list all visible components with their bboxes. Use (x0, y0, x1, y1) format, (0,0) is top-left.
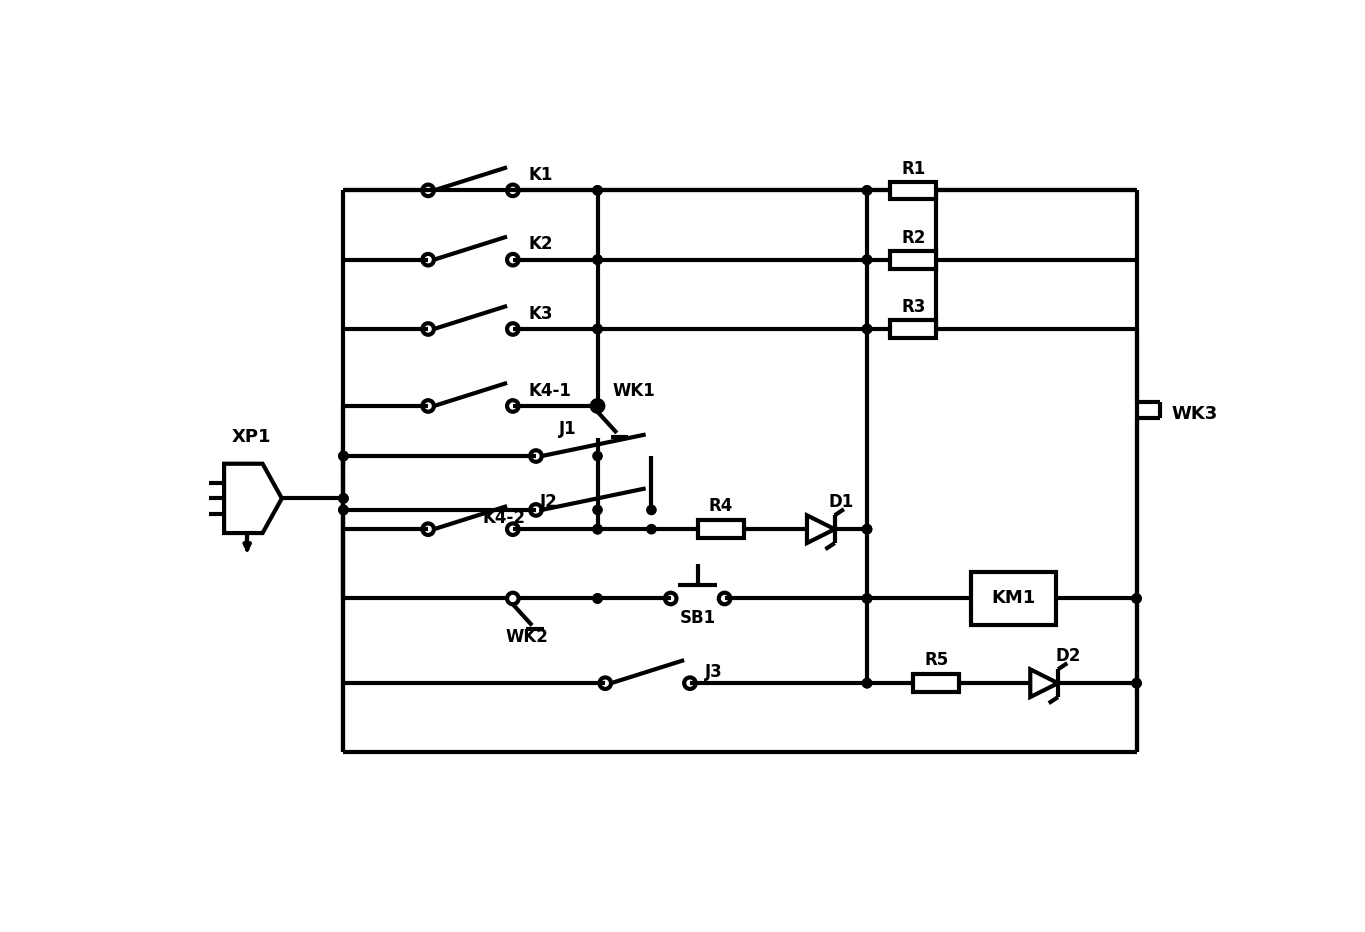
Circle shape (592, 185, 602, 195)
Text: J3: J3 (706, 663, 723, 680)
Circle shape (592, 525, 602, 534)
Text: K4-2: K4-2 (482, 509, 526, 527)
Text: K1: K1 (528, 166, 553, 184)
Text: R2: R2 (901, 229, 925, 247)
Circle shape (863, 594, 872, 603)
Text: J2: J2 (539, 493, 557, 512)
Circle shape (863, 324, 872, 334)
Text: R4: R4 (708, 497, 733, 515)
Circle shape (339, 494, 348, 503)
Circle shape (863, 678, 872, 688)
Text: SB1: SB1 (680, 609, 715, 626)
Circle shape (592, 451, 602, 460)
Circle shape (339, 505, 348, 514)
Bar (913, 675, 960, 692)
Circle shape (592, 505, 602, 514)
Text: D1: D1 (829, 493, 853, 512)
Circle shape (863, 324, 872, 334)
Circle shape (339, 451, 348, 460)
Text: KM1: KM1 (991, 589, 1036, 608)
Bar (890, 320, 936, 337)
Polygon shape (1031, 669, 1058, 697)
Circle shape (592, 324, 602, 334)
Circle shape (339, 451, 348, 460)
Bar (971, 571, 1055, 625)
Text: K4-1: K4-1 (528, 381, 571, 400)
Circle shape (863, 255, 872, 265)
Circle shape (592, 402, 602, 411)
Text: WK1: WK1 (613, 381, 655, 400)
Circle shape (863, 678, 872, 688)
Text: R5: R5 (924, 651, 949, 669)
Circle shape (647, 505, 657, 514)
Circle shape (592, 324, 602, 334)
Circle shape (863, 255, 872, 265)
Circle shape (592, 255, 602, 265)
Circle shape (592, 185, 602, 195)
Circle shape (863, 185, 872, 195)
Circle shape (339, 505, 348, 514)
Circle shape (863, 525, 872, 534)
Text: WK2: WK2 (505, 628, 547, 646)
Text: WK3: WK3 (1171, 404, 1218, 423)
Circle shape (1132, 678, 1141, 688)
Circle shape (592, 255, 602, 265)
Text: K2: K2 (528, 235, 553, 254)
Circle shape (863, 594, 872, 603)
Polygon shape (224, 464, 281, 533)
Circle shape (647, 525, 657, 534)
Bar (890, 182, 936, 199)
Circle shape (592, 594, 602, 603)
Circle shape (592, 402, 602, 411)
Circle shape (1132, 594, 1141, 603)
Bar (698, 520, 744, 538)
Text: J1: J1 (560, 420, 576, 438)
Text: D2: D2 (1055, 647, 1081, 665)
Polygon shape (807, 515, 835, 543)
Circle shape (339, 494, 348, 503)
Text: XP1: XP1 (232, 428, 272, 445)
Circle shape (1132, 594, 1141, 603)
Text: R1: R1 (901, 159, 925, 178)
Bar (890, 251, 936, 268)
Circle shape (863, 525, 872, 534)
Circle shape (1132, 678, 1141, 688)
Text: K3: K3 (528, 305, 553, 322)
Circle shape (592, 594, 602, 603)
Text: R3: R3 (901, 298, 925, 317)
Circle shape (592, 525, 602, 534)
Circle shape (863, 185, 872, 195)
